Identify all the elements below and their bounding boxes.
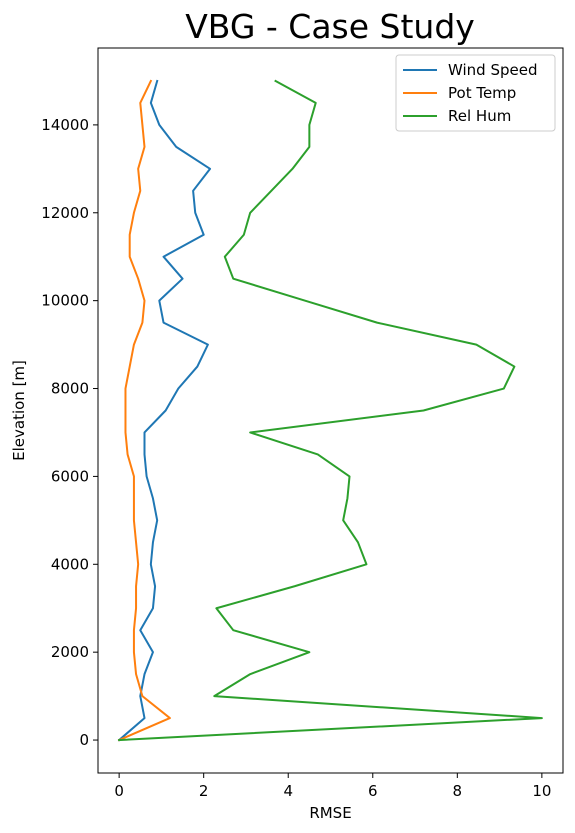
x-tick-label: 10 (532, 782, 551, 800)
y-tick-label: 12000 (41, 204, 89, 222)
chart-title: VBG - Case Study (185, 7, 475, 46)
legend-box (395, 54, 556, 132)
x-tick-label: 0 (114, 782, 124, 800)
y-tick-label: 14000 (41, 116, 89, 134)
x-tick-label: 4 (283, 782, 293, 800)
y-tick-label: 2000 (51, 643, 89, 661)
x-tick-label: 2 (199, 782, 209, 800)
series-layer (117, 79, 543, 742)
series-line-wind-speed (117, 79, 212, 742)
y-tick-label: 0 (79, 731, 89, 749)
legend-label-wind-speed: Wind Speed (448, 61, 538, 79)
x-axis: 0 2 4 6 8 10 (114, 773, 551, 800)
x-axis-label: RMSE (309, 804, 351, 822)
plot-frame (97, 47, 564, 774)
legend: Wind Speed Pot Temp Rel Hum (395, 54, 556, 132)
y-tick-label: 6000 (51, 467, 89, 485)
series-line-rel-hum (118, 79, 543, 742)
y-axis-label: Elevation [m] (10, 360, 28, 461)
x-tick-label: 6 (368, 782, 378, 800)
legend-label-rel-hum: Rel Hum (448, 107, 511, 125)
y-axis: 0 2000 4000 6000 8000 10000 12000 14000 (41, 116, 98, 749)
legend-label-pot-temp: Pot Temp (448, 84, 516, 102)
series-line-pot-temp (117, 79, 171, 742)
x-tick-label: 8 (453, 782, 463, 800)
y-tick-label: 4000 (51, 555, 89, 573)
y-tick-label: 10000 (41, 292, 89, 310)
y-tick-label: 8000 (51, 380, 89, 398)
